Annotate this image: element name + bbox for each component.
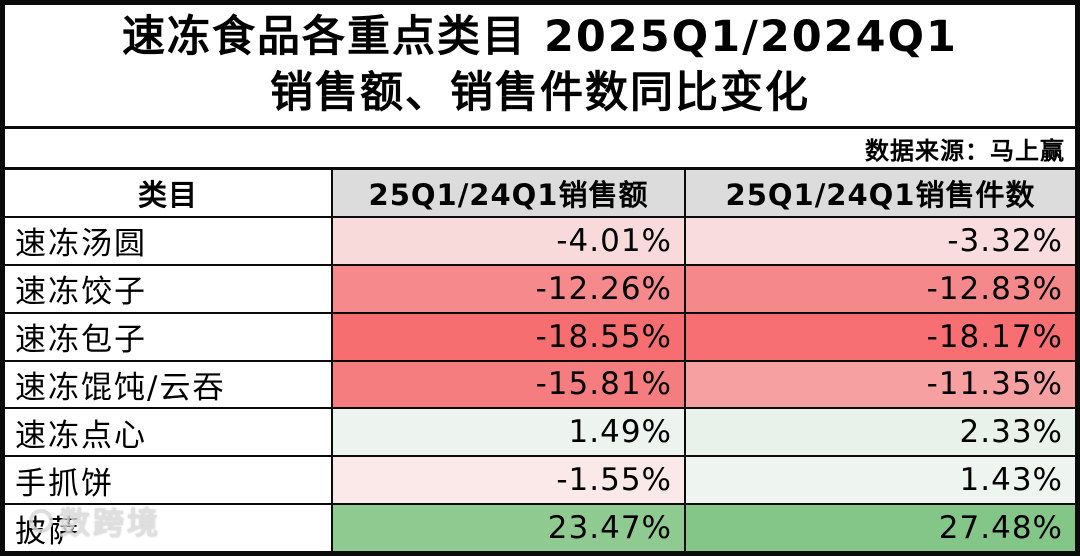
sales-change-cell: -12.26% — [331, 265, 684, 312]
page-title-line-2: 销售额、销售件数同比变化 — [270, 67, 810, 118]
header-sales-change: 25Q1/24Q1销售额 — [331, 170, 684, 216]
category-cell: 速冻饺子 — [5, 265, 331, 312]
table-row: 速冻馄饨/云吞 -15.81% -11.35% — [5, 359, 1075, 408]
category-cell: 速冻汤圆 — [5, 217, 331, 264]
table-row: 披萨 23.47% 27.48% — [5, 503, 1075, 551]
sales-change-cell: -4.01% — [331, 217, 684, 264]
table-row: 速冻包子 -18.55% -18.17% — [5, 311, 1075, 360]
data-source-row: 数据来源：马上赢 — [5, 129, 1075, 170]
category-cell: 速冻包子 — [5, 313, 331, 360]
category-cell: 速冻点心 — [5, 409, 331, 456]
volume-change-cell: -18.17% — [684, 313, 1075, 360]
table-header-row: 类目 25Q1/24Q1销售额 25Q1/24Q1销售件数 — [5, 170, 1075, 216]
sales-change-cell: -15.81% — [331, 361, 684, 408]
volume-change-cell: 27.48% — [684, 505, 1075, 551]
category-cell: 披萨 — [5, 505, 331, 551]
sales-change-cell: -18.55% — [331, 313, 684, 360]
table-row: 速冻点心 1.49% 2.33% — [5, 407, 1075, 456]
volume-change-cell: 2.33% — [684, 409, 1075, 456]
volume-change-cell: -11.35% — [684, 361, 1075, 408]
category-cell: 速冻馄饨/云吞 — [5, 361, 331, 408]
table-row: 速冻汤圆 -4.01% -3.32% — [5, 215, 1075, 264]
sales-change-cell: -1.55% — [331, 457, 684, 504]
volume-change-cell: -12.83% — [684, 265, 1075, 312]
title-block: 速冻食品各重点类目 2025Q1/2024Q1 销售额、销售件数同比变化 — [5, 5, 1075, 129]
category-cell: 手抓饼 — [5, 457, 331, 504]
data-source-note: 数据来源：马上赢 — [865, 136, 1065, 165]
page-title-line-1: 速冻食品各重点类目 2025Q1/2024Q1 — [122, 11, 958, 62]
table-row: 速冻饺子 -12.26% -12.83% — [5, 263, 1075, 312]
volume-change-cell: 1.43% — [684, 457, 1075, 504]
header-volume-change: 25Q1/24Q1销售件数 — [684, 170, 1075, 216]
header-category: 类目 — [5, 170, 331, 216]
volume-change-cell: -3.32% — [684, 217, 1075, 264]
table-row: 手抓饼 -1.55% 1.43% — [5, 455, 1075, 504]
sales-change-cell: 1.49% — [331, 409, 684, 456]
sales-change-cell: 23.47% — [331, 505, 684, 551]
comparison-table: 类目 25Q1/24Q1销售额 25Q1/24Q1销售件数 速冻汤圆 -4.01… — [5, 170, 1075, 551]
